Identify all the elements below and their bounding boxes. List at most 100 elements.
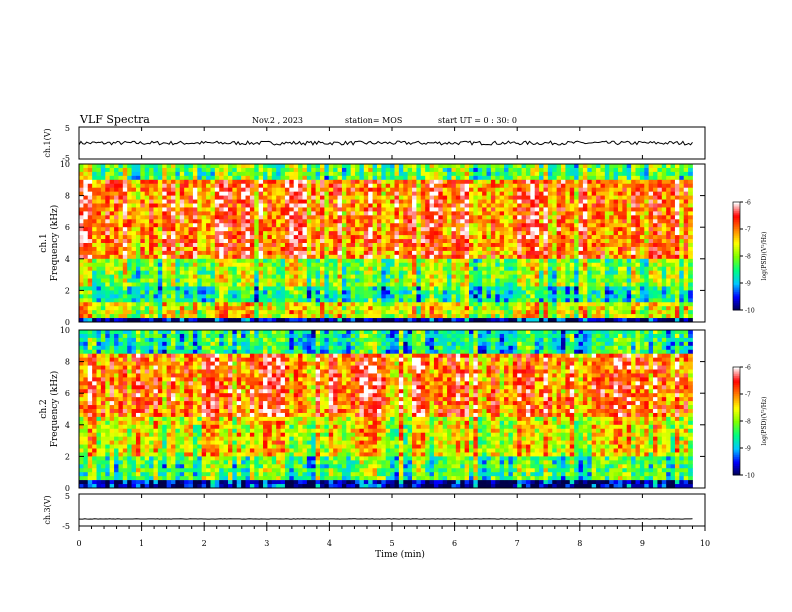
spectrogram-cell: [162, 302, 168, 307]
spectrogram-cell: [219, 215, 224, 220]
spectrogram-cell: [149, 286, 154, 291]
spectrogram-cell: [210, 274, 216, 279]
spectrogram-cell: [341, 239, 347, 244]
spectrogram-cell: [96, 314, 102, 319]
spectrogram-cell: [609, 235, 614, 240]
spectrogram-cell: [420, 318, 426, 323]
spectrogram-cell: [324, 195, 330, 200]
spectrogram-cell: [416, 250, 422, 256]
spectrogram-cell: [355, 223, 360, 228]
spectrogram-cell: [144, 175, 150, 181]
spectrogram-cell: [87, 183, 93, 189]
spectrogram-cell: [289, 310, 295, 315]
spectrogram-cell: [96, 215, 102, 220]
spectrogram-cell: [79, 167, 84, 173]
spectrogram-cell: [486, 175, 492, 181]
spectrogram-cell: [609, 294, 614, 299]
spectrogram-cell: [582, 290, 588, 295]
spectrogram-cell: [447, 171, 452, 177]
spectrogram-cell: [512, 175, 518, 181]
spectrogram-cell: [486, 294, 492, 299]
spectrogram-cell: [241, 246, 246, 252]
spectrogram-cell: [118, 223, 124, 228]
spectrogram-cell: [153, 187, 159, 193]
spectrogram-cell: [504, 191, 509, 196]
spectrogram-cell: [188, 306, 194, 311]
spectrogram-cell: [412, 211, 417, 216]
spectrogram-cell: [184, 258, 189, 264]
spectrogram-cell: [596, 274, 601, 279]
spectrogram-cell: [135, 211, 141, 216]
spectrogram-cell: [149, 183, 154, 189]
spectrogram-cell: [609, 290, 614, 295]
spectrogram-cell: [460, 171, 466, 177]
spectrogram-cell: [127, 250, 132, 256]
spectrogram-cell: [376, 211, 382, 216]
spectrogram-cell: [166, 314, 172, 319]
spectrogram-cell: [249, 179, 255, 185]
spectrogram-cell: [460, 199, 466, 204]
spectrogram-cell: [604, 195, 610, 200]
spectrogram-cell: [552, 203, 558, 208]
spectrogram-cell: [569, 175, 575, 181]
spectrogram-cell: [495, 246, 501, 252]
spectrogram-cell: [197, 187, 203, 193]
spectrogram-cell: [315, 243, 321, 248]
spectrogram-cell: [162, 250, 168, 256]
spectrogram-cell: [394, 318, 400, 323]
spectrogram-cell: [368, 187, 373, 193]
spectrogram-cell: [241, 294, 246, 299]
spectrogram-cell: [96, 254, 102, 260]
spectrogram-cell: [512, 266, 518, 272]
spectrogram-cell: [609, 262, 614, 268]
spectrogram-cell: [451, 175, 457, 181]
spectrogram-cell: [525, 207, 531, 212]
spectrogram-cell: [600, 195, 606, 200]
spectrogram-cell: [210, 314, 216, 319]
spectrogram-cell: [416, 219, 422, 224]
spectrogram-cell: [280, 195, 286, 200]
spectrogram-cell: [135, 250, 141, 256]
spectrogram-cell: [469, 167, 474, 173]
spectrogram-cell: [525, 227, 531, 232]
spectrogram-cell: [420, 243, 426, 248]
spectrogram-cell: [83, 227, 89, 232]
spectrogram-cell: [547, 294, 553, 299]
spectrogram-cell: [512, 219, 518, 224]
spectrogram-cell: [184, 239, 189, 244]
spectrogram-cell: [486, 203, 492, 208]
spectrogram-cell: [188, 246, 194, 252]
spectrogram-cell: [245, 270, 251, 275]
spectrogram-cell: [591, 183, 597, 189]
spectrogram-cell: [600, 227, 606, 232]
spectrogram-cell: [157, 167, 163, 173]
spectrogram-cell: [311, 239, 317, 244]
spectrogram-cell: [582, 203, 588, 208]
spectrogram-cell: [188, 314, 194, 319]
spectrogram-cell: [144, 215, 150, 220]
spectrogram-cell: [249, 183, 255, 189]
spectrogram-cell: [341, 203, 347, 208]
spectrogram-cell: [320, 298, 325, 303]
spectrogram-cell: [254, 243, 260, 248]
spectrogram-cell: [320, 171, 325, 177]
spectrogram-cell: [293, 231, 299, 236]
spectrogram-cell: [320, 250, 325, 256]
spectrogram-cell: [482, 235, 487, 240]
spectrogram-cell: [236, 290, 242, 295]
spectrogram-cell: [223, 191, 229, 196]
spectrogram-cell: [271, 207, 277, 212]
spectrogram-cell: [451, 282, 457, 287]
spectrogram-cell: [135, 246, 141, 252]
spectrogram-cell: [271, 199, 277, 204]
spectrogram-cell: [477, 164, 483, 169]
spectrogram-cell: [552, 207, 558, 212]
spectrogram-cell: [210, 282, 216, 287]
spectrogram-cell: [504, 227, 509, 232]
spectrogram-cell: [394, 278, 400, 283]
spectrogram-cell: [394, 258, 400, 264]
spectrogram-cell: [302, 318, 308, 323]
spectrogram-cell: [398, 286, 404, 291]
spectrogram-cell: [381, 286, 387, 291]
spectrogram-cell: [407, 294, 413, 299]
